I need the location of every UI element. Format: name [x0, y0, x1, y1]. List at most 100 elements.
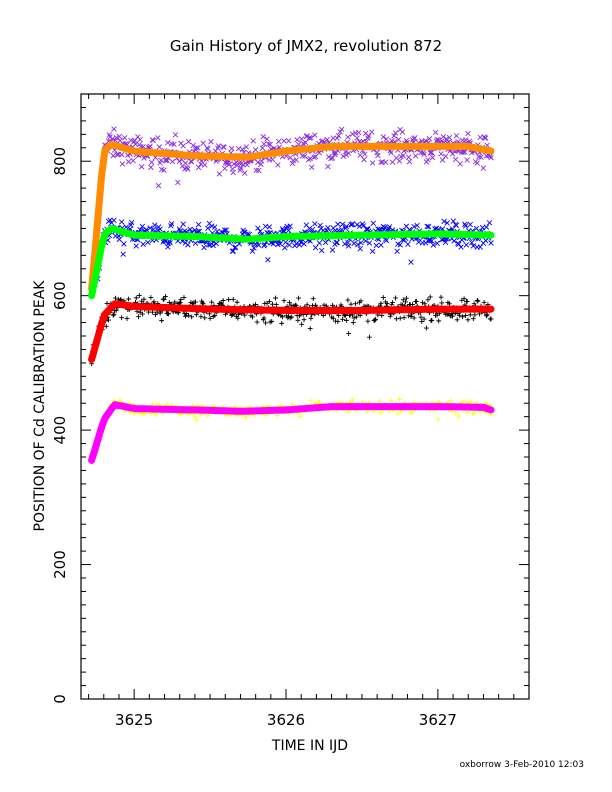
data-point [225, 159, 231, 165]
data-point [285, 138, 292, 144]
data-point [273, 295, 278, 301]
data-point [403, 299, 409, 305]
data-point [281, 298, 287, 304]
data-point [373, 242, 380, 249]
data-point [192, 227, 198, 233]
data-point [334, 239, 340, 246]
data-point [372, 317, 378, 323]
data-point [126, 296, 131, 302]
fit-curve [88, 401, 495, 464]
data-point [120, 251, 126, 257]
data-point [187, 226, 193, 233]
data-point [425, 224, 432, 230]
data-point [167, 239, 173, 246]
data-point [339, 226, 345, 233]
data-point [195, 145, 201, 151]
data-point [158, 157, 164, 163]
data-point [109, 136, 116, 142]
data-point [375, 152, 381, 159]
y-tick-label: 200 [51, 550, 69, 579]
data-point [242, 229, 248, 236]
data-point [236, 160, 243, 166]
data-point [411, 315, 417, 321]
data-point [255, 225, 261, 231]
data-point [337, 129, 343, 135]
data-point [403, 295, 409, 301]
data-point [242, 170, 248, 176]
data-point [121, 241, 127, 247]
data-point [298, 239, 304, 245]
data-point [196, 228, 203, 234]
data-point [451, 238, 457, 244]
y-axis-label: POSITION OF Cd CALIBRATION PEAK [32, 280, 48, 532]
data-point [468, 399, 474, 405]
data-point [192, 413, 198, 419]
data-point [193, 417, 199, 423]
data-point [429, 238, 435, 244]
data-point [136, 314, 141, 320]
data-point [439, 300, 445, 306]
x-axis-label: TIME IN IJD [271, 738, 349, 754]
data-point [118, 151, 125, 158]
data-point [335, 221, 341, 227]
data-point [212, 313, 218, 318]
data-point [137, 226, 143, 233]
data-point [389, 159, 396, 165]
data-point [113, 295, 118, 301]
data-point [200, 300, 205, 306]
data-point [362, 238, 369, 244]
data-point [181, 295, 187, 300]
data-point [111, 126, 117, 132]
data-point [335, 319, 341, 324]
data-point [317, 222, 323, 229]
data-point [156, 144, 163, 150]
data-point [474, 297, 480, 303]
data-point [453, 222, 460, 229]
data-point [130, 157, 136, 164]
data-point [406, 313, 412, 319]
data-point [243, 414, 248, 420]
data-point [230, 248, 236, 254]
data-point [369, 129, 375, 135]
data-point [114, 151, 120, 158]
x-tick-label: 3625 [115, 711, 153, 729]
y-tick-label: 800 [51, 147, 69, 176]
data-point [166, 311, 171, 317]
data-point [275, 138, 282, 145]
data-point [380, 295, 386, 300]
data-point [385, 225, 392, 232]
data-point [421, 151, 427, 157]
data-point [339, 126, 345, 133]
data-point [205, 225, 211, 232]
data-point [397, 315, 403, 321]
data-point [128, 219, 135, 226]
data-point [429, 317, 435, 323]
data-point [442, 153, 449, 160]
data-point [345, 297, 351, 303]
data-point [280, 314, 285, 320]
data-point [354, 135, 360, 141]
data-point [408, 314, 414, 319]
data-point [183, 313, 188, 319]
data-point [222, 165, 228, 172]
data-point [308, 135, 314, 141]
data-point [297, 413, 303, 419]
data-point [465, 130, 471, 137]
data-point [200, 140, 206, 146]
data-point [250, 314, 255, 320]
x-tick-label: 3627 [419, 711, 457, 729]
data-point [202, 315, 208, 321]
data-point [243, 144, 250, 150]
fit-curve [88, 300, 495, 363]
data-point [353, 301, 358, 307]
data-point [469, 239, 475, 246]
data-point [238, 165, 244, 171]
data-point [189, 314, 195, 320]
data-point [332, 151, 338, 158]
data-point [136, 293, 142, 298]
data-point [484, 312, 490, 318]
data-point [312, 221, 318, 227]
data-point [471, 410, 477, 416]
data-point [254, 319, 260, 325]
data-point [389, 302, 395, 308]
